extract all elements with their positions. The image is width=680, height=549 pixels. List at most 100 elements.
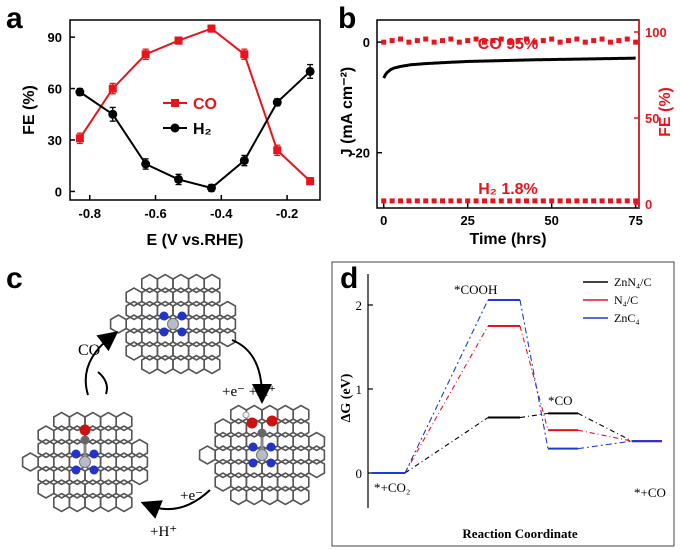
chart-a-ytick-label: 90 — [48, 30, 62, 45]
legend-h2-marker — [170, 123, 180, 133]
graphene-ring — [21, 452, 40, 472]
graphene-ring — [140, 341, 159, 361]
chart-a-point-co — [108, 84, 117, 93]
chart-b-fe-point-co — [624, 36, 630, 42]
graphene-ring — [130, 465, 149, 486]
chart-d-connector — [577, 412, 633, 442]
chart-b-fe-point-h2 — [448, 198, 454, 204]
chart-b-fe-point-h2 — [398, 198, 404, 204]
graphene-ring — [229, 485, 248, 506]
chart-a-point-h2 — [272, 97, 282, 107]
chart-a-point-h2 — [206, 183, 216, 193]
graphene-ring — [218, 300, 237, 321]
chart-a-point-h2 — [174, 174, 184, 184]
co-release-label: CO — [78, 342, 100, 359]
chart-a-frame — [69, 19, 321, 201]
graphene-ring — [156, 341, 174, 361]
graphene-ring — [115, 411, 133, 432]
chart-b-current-trace — [382, 56, 636, 79]
nitrogen-atom — [177, 327, 187, 337]
graphene-ring — [68, 492, 86, 513]
chart-b-fe-point-co — [507, 39, 513, 45]
graphene-ring — [276, 431, 295, 452]
chart-b-fe-point-co — [515, 38, 521, 44]
chart-d-legend-label: N₄/C — [614, 293, 638, 307]
graphene-ring — [99, 492, 118, 513]
graphene-ring — [245, 472, 263, 492]
graphene-ring — [84, 492, 102, 513]
graphene-ring — [156, 273, 174, 294]
graphene-ring — [307, 445, 326, 465]
graphene-ring — [99, 425, 118, 445]
graphene-ring — [229, 445, 248, 465]
graphene-ring — [37, 438, 55, 459]
graphene-ring — [245, 485, 263, 506]
chart-b-fe-point-co — [448, 36, 454, 42]
graphene-ring — [99, 411, 118, 432]
chart-b-xlabel: Time (hrs) — [469, 231, 546, 248]
graphene-ring — [214, 458, 232, 479]
chart-b-ytick-left-label: 0 — [363, 35, 370, 50]
arrow-step3 — [84, 331, 119, 396]
chart-b-fe-point-co — [423, 36, 429, 42]
chart-d-state-label: *+CO₂ — [374, 480, 410, 495]
graphene-ring — [125, 327, 143, 348]
graphene-ring — [99, 438, 118, 459]
chart-a-point-h2 — [75, 87, 85, 97]
chart-d-state-label: *+CO — [634, 485, 666, 500]
chart-b-fe-point-co — [473, 36, 479, 42]
chart-a-xtick-label: -0.4 — [210, 206, 233, 221]
zinc-atom — [167, 318, 179, 330]
graphene-ring — [109, 314, 128, 334]
graphene-ring — [292, 418, 310, 438]
graphene-ring — [172, 354, 190, 375]
chart-d-legend-label: ZnN₄/C — [614, 275, 652, 289]
panel-label-a: a — [6, 2, 23, 35]
chart-d-ylabel: ΔG (eV) — [339, 373, 354, 422]
chart-b-fe-point-h2 — [582, 198, 588, 204]
graphene-ring — [37, 452, 55, 472]
hydrogen-atom — [242, 411, 250, 419]
graphene-ring — [229, 418, 248, 438]
chart-d-connector — [577, 440, 633, 450]
nitrogen-atom — [71, 465, 81, 475]
chart-a-point-h2 — [108, 109, 118, 119]
graphene-ring — [187, 287, 206, 307]
chart-d-border — [331, 261, 675, 547]
chart-d-ytick-label: 0 — [356, 466, 363, 481]
chart-b-fe-point-co — [574, 36, 580, 42]
arrow-step1 — [231, 339, 272, 404]
chart-b-fe-point-h2 — [540, 198, 546, 204]
chart-a-point-co — [207, 24, 216, 33]
chart-d-connector — [404, 325, 489, 474]
graphene-ring — [115, 425, 133, 445]
nitrogen-atom — [159, 327, 169, 337]
chart-b-fe-point-co — [532, 39, 538, 45]
legend-co-marker — [171, 99, 179, 107]
chart-a-legend: CO H₂ — [163, 96, 217, 138]
graphene-ring — [214, 418, 232, 438]
graphene-ring — [214, 445, 232, 465]
graphene-ring — [203, 287, 221, 307]
chart-a-point-co — [174, 36, 183, 45]
nitrogen-atom — [177, 311, 187, 321]
chart-b-fe-point-co — [549, 36, 555, 42]
graphene-ring — [172, 341, 190, 361]
chart-a-ylabel: FE (%) — [21, 85, 38, 135]
oxygen-atom — [246, 417, 258, 429]
graphene-ring — [84, 479, 102, 499]
chart-a-point-co — [240, 50, 249, 59]
nitrogen-atom — [89, 465, 99, 475]
graphene-ring — [37, 479, 55, 499]
chart-a-ytick-label: 60 — [48, 82, 62, 97]
chart-b-fe-point-h2 — [599, 198, 605, 204]
graphene-ring — [52, 425, 71, 445]
chart-b-co-label: CO 95% — [478, 36, 538, 53]
carbon-atom — [257, 428, 267, 438]
chart-b-fe-point-h2 — [498, 198, 504, 204]
graphene-ring — [37, 465, 55, 486]
chart-b-ytick-right-label: 100 — [645, 25, 667, 40]
oxygen-atom — [266, 415, 278, 427]
chart-b-fe-point-h2 — [557, 198, 563, 204]
